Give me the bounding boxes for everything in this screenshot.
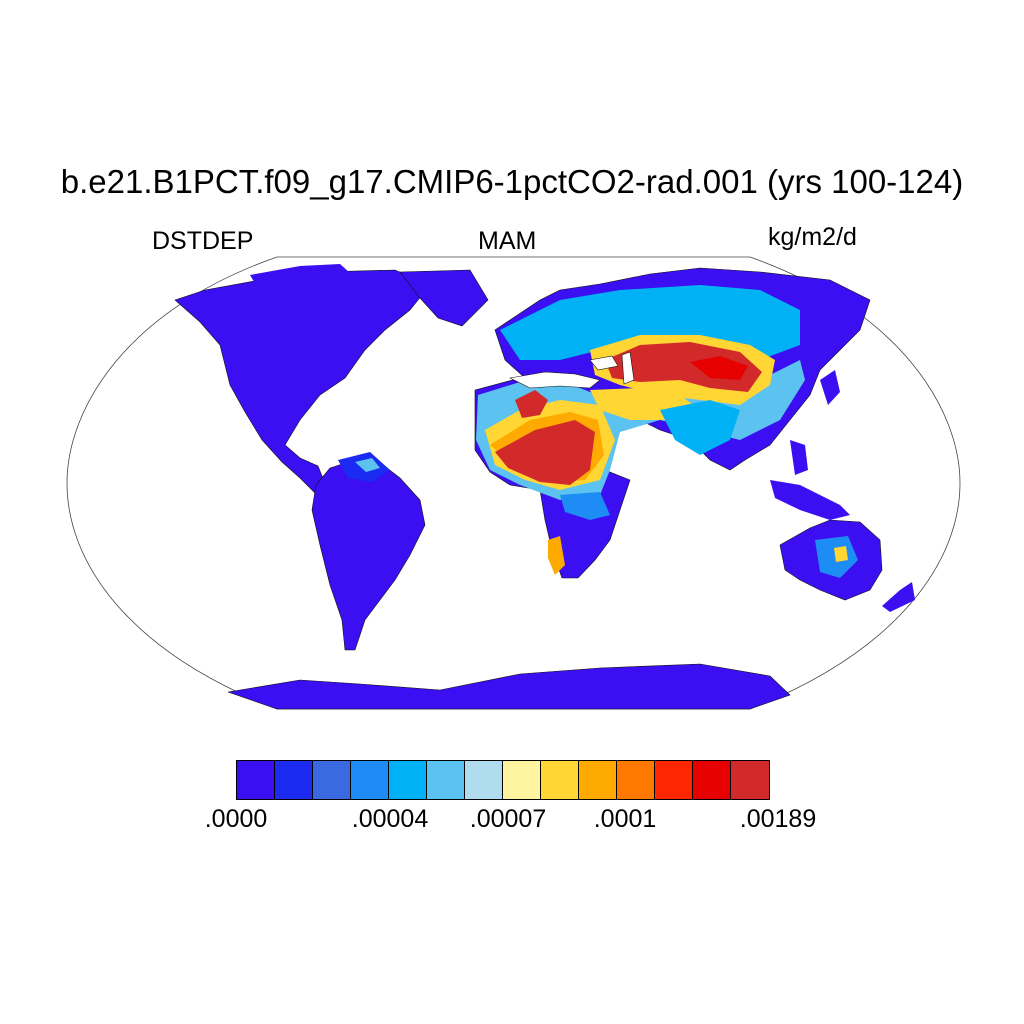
- colorbar-box-4: [389, 761, 427, 799]
- season-label: MAM: [478, 227, 537, 255]
- colorbar-box-6: [465, 761, 503, 799]
- greenland: [399, 269, 489, 327]
- dust-sahara-north: [515, 390, 548, 418]
- japan: [820, 370, 840, 405]
- arctic-islands: [250, 264, 360, 300]
- south-america: [311, 454, 426, 651]
- plot-title: b.e21.B1PCT.f09_g17.CMIP6-1pctCO2-rad.00…: [60, 163, 964, 200]
- colorbar-box-12: [693, 761, 731, 799]
- colorbar-box-0: [237, 761, 275, 799]
- dust-east-africa: [560, 492, 610, 520]
- dust-south-asia: [660, 400, 740, 455]
- indonesia: [770, 480, 850, 520]
- variable-label: DSTDEP: [152, 227, 254, 255]
- colorbar-label: .00189: [739, 805, 817, 833]
- caspian-sea: [621, 351, 635, 385]
- colorbar-box-1: [275, 761, 313, 799]
- new-zealand: [882, 582, 915, 612]
- dust-namib: [548, 536, 565, 575]
- dust-central-asia-red: [605, 342, 762, 392]
- colorbar-label: .00004: [351, 805, 429, 833]
- units-label: kg/m2/d: [768, 223, 857, 251]
- australia-core: [834, 546, 848, 562]
- antarctica: [227, 663, 791, 710]
- venezuela-dust: [355, 458, 380, 472]
- colorbar-box-9: [579, 761, 617, 799]
- mediterranean: [509, 371, 601, 389]
- colorbar-label: .0001: [593, 805, 657, 833]
- colorbar-label: .0000: [204, 805, 268, 833]
- colorbar-box-5: [427, 761, 465, 799]
- colorbar-box-10: [617, 761, 655, 799]
- colorbar: [236, 760, 770, 800]
- colorbar-box-3: [351, 761, 389, 799]
- philippines: [790, 440, 808, 475]
- colorbar-box-7: [503, 761, 541, 799]
- colorbar-box-8: [541, 761, 579, 799]
- colorbar-label: .00007: [469, 805, 547, 833]
- dust-sahara: [495, 420, 595, 485]
- dust-taklamakan: [690, 356, 748, 380]
- black-sea: [589, 355, 619, 371]
- colorbar-box-13: [731, 761, 769, 799]
- colorbar-box-11: [655, 761, 693, 799]
- colorbar-box-2: [313, 761, 351, 799]
